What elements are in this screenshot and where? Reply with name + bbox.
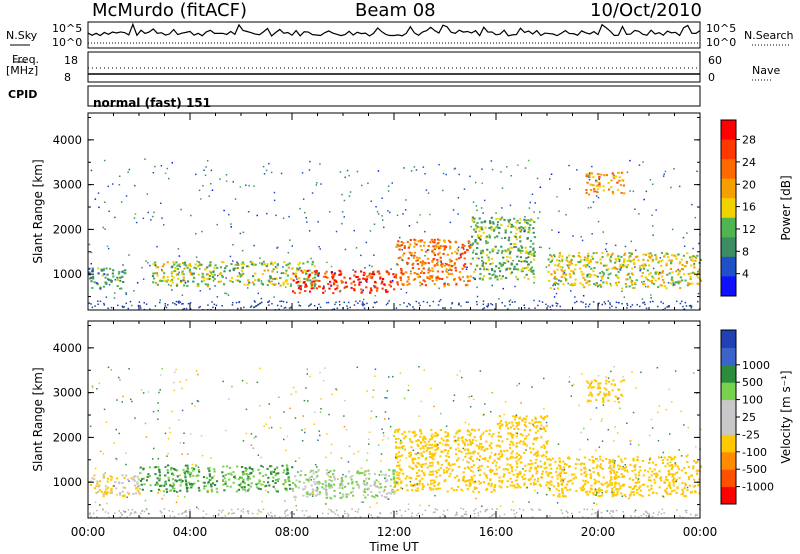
velocity-region-5 [547,455,702,498]
power-colorbar-swatch [721,198,736,219]
status-frames [87,21,701,107]
power-colorbar-swatch [721,120,736,141]
xtick-label: 16:00 [479,525,514,539]
nsearch-label: N.Search [744,29,794,42]
velocity-colorbar-label: Velocity [m s⁻¹] [779,370,793,463]
velocity-ytick-label: 2000 [53,430,82,444]
freq-tick-low: 8 [64,71,71,84]
velocity-colorbar-tick: -25 [742,428,760,441]
cpid-label: CPID [8,88,38,101]
power-region-0 [88,267,127,290]
power-colorbar-tick: 12 [742,223,756,236]
nsky-label: N.Sky [6,29,38,42]
power-colorbar-tick: 4 [742,268,749,281]
velocity-colorbar-tick: 25 [742,411,756,424]
velocity-ytick-label: 3000 [53,386,82,400]
power-panel [87,112,703,311]
velocity-ylabel: Slant Range [km] [31,367,45,471]
noise-tick-high-right: 10^5 [706,22,737,35]
colorbars: 4 8 12 16 20 24 28 Power [dB] -1000 -500 -100 -25 25… [720,119,793,505]
velocity-colorbar-swatch [721,486,736,505]
power-colorbar-swatch [721,237,736,258]
power-colorbar-tick: 16 [742,201,756,214]
velocity-region-0 [89,473,141,498]
nave-label: Nave [752,64,781,77]
freq-label-line2: [MHz] [6,64,39,77]
power-region-4 [471,216,537,281]
power-ytick-label: 1000 [53,267,82,281]
velocity-region-4 [496,415,549,489]
power-colorbar-swatch [721,139,736,160]
velocity-colorbar-swatch [721,469,736,488]
velocity-region-2 [292,468,396,500]
beam-title: Beam 08 [355,0,436,21]
date-title: 10/Oct/2010 [590,0,702,21]
power-ytick-label: 3000 [53,178,82,192]
nave-tick-low: 0 [708,71,715,84]
station-title: McMurdo (fitACF) [92,0,247,21]
power-colorbar-swatch [721,159,736,180]
power-frame [87,112,701,311]
velocity-colorbar-swatch [721,434,736,453]
axes: 1000 2000 3000 4000 Slant Range [km] 1000 2000… [31,113,717,554]
velocity-ytick-label: 1000 [53,475,82,489]
freq-label-line1: Freq. [12,53,40,66]
velocity-panel [87,320,702,519]
power-region-2 [292,269,396,295]
velocity-colorbar-tick: -500 [742,463,767,476]
velocity-colorbar-tick: -100 [742,446,767,459]
velocity-ytick-label: 4000 [53,341,82,355]
power-region-5 [547,251,703,290]
xlabel: Time UT [368,540,419,554]
velocity-colorbar-swatch [721,451,736,470]
velocity-colorbar-swatch [721,382,736,401]
power-colorbar-tick: 28 [742,134,756,147]
power-colorbar-tick: 20 [742,178,756,191]
status-lines [87,22,701,75]
xtick-label: 20:00 [581,525,616,539]
velocity-colorbar-swatch [721,330,736,348]
velocity-region-1 [139,464,295,494]
nave-tick-high: 60 [708,54,722,67]
power-colorbar-swatch [721,178,736,199]
velocity-colorbar-swatch [721,399,736,418]
velocity-colorbar-tick: 100 [742,394,763,407]
power-ytick-label: 2000 [53,222,82,236]
xtick-label: 04:00 [173,525,208,539]
legend-markers [10,44,790,81]
velocity-colorbar-swatch [721,417,736,435]
velocity-colorbar-tick: 500 [742,376,763,389]
velocity-region-6 [585,379,626,404]
noise-tick-low-left: 10^0 [52,36,83,49]
velocity-colorbar-swatch [721,347,736,366]
xtick-label: 12:00 [377,525,412,539]
velocity-colorbar-tick: 1000 [742,359,770,372]
xtick-label: 00:00 [683,525,718,539]
xtick-label: 00:00 [71,525,106,539]
velocity-frame [87,320,701,519]
xtick-label: 08:00 [275,525,310,539]
noise-tick-high-left: 10^5 [52,22,83,35]
power-ylabel: Slant Range [km] [31,159,45,263]
power-colorbar-tick: 24 [742,156,756,169]
velocity-colorbar-tick: -1000 [742,481,774,494]
freq-tick-high: 18 [64,54,78,67]
velocity-noise [88,366,702,519]
nsky-line [87,22,701,37]
power-region-3 [394,238,473,288]
power-noise [88,158,701,311]
power-colorbar-label: Power [dB] [779,175,793,240]
power-ytick-label: 4000 [53,133,82,147]
power-colorbar-tick: 8 [742,245,749,258]
power-colorbar-swatch [721,276,736,297]
noise-tick-low-right: 10^0 [706,36,737,49]
velocity-region-3 [394,428,498,494]
velocity-colorbar-swatch [721,364,736,383]
power-colorbar-swatch [721,217,736,238]
power-colorbar-swatch [721,256,736,277]
